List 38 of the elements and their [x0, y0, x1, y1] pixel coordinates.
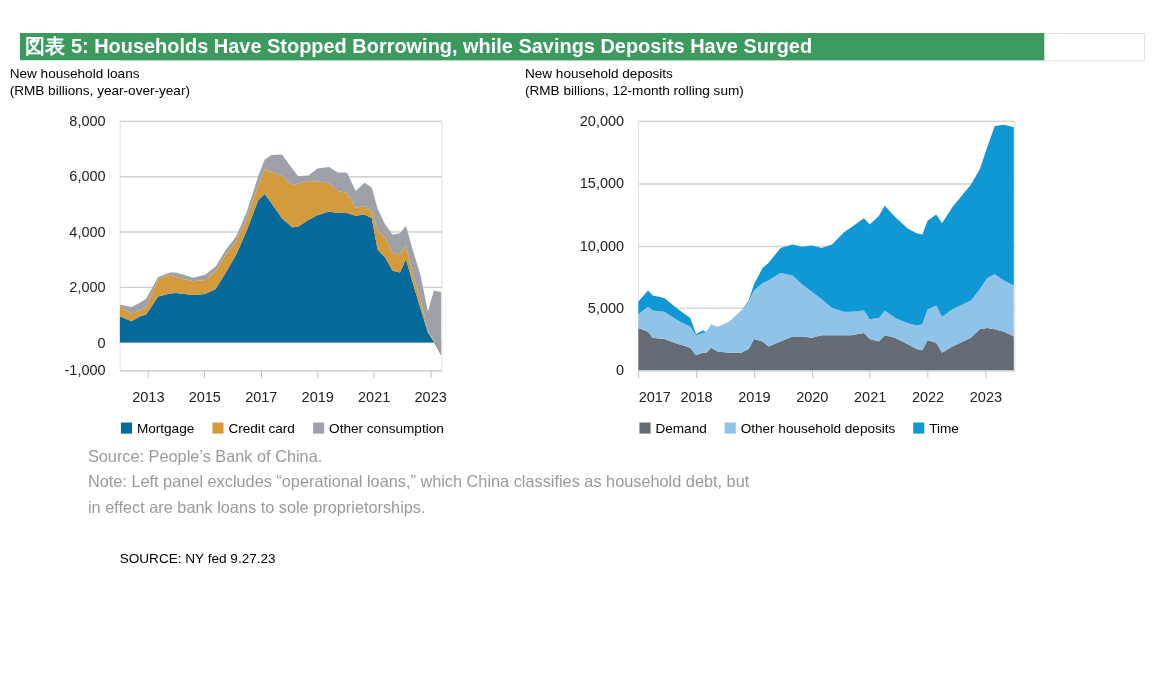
source-note: SOURCE: NY fed 9.27.23: [119, 551, 276, 567]
y-tick-label: 5,000: [587, 299, 625, 316]
x-tick-label: 2018: [680, 389, 713, 406]
y-tick-label: -1,000: [64, 362, 106, 379]
x-tick-label: 2022: [911, 389, 945, 406]
x-tick-label: 2017: [638, 389, 671, 406]
x-tick-label: 2023: [414, 389, 447, 406]
y-tick-label: 2,000: [69, 279, 106, 296]
y-tick-label: 15,000: [579, 175, 625, 192]
y-tick-label: 20,000: [579, 112, 625, 129]
x-tick-label: 2019: [738, 389, 771, 406]
legend-label: Demand: [655, 420, 707, 436]
x-tick-label: 2013: [132, 389, 165, 406]
text: Note: Left panel excludes “operational loans,” which China classifies as household debt, but in effect are bank loans to sole proprietorships.: [87, 472, 750, 516]
legend-label: Time: [929, 420, 959, 436]
x-tick-label: 2017: [245, 389, 278, 406]
y-tick-label: 6,000: [69, 168, 106, 185]
chart-title: New household deposits: [524, 66, 674, 82]
chart-subtitle: (RMB billions, 12-month rolling sum): [524, 82, 744, 98]
x-tick-label: 2021: [854, 389, 887, 406]
x-tick-label: 2023: [969, 389, 1003, 406]
source-note: Source: People’s Bank of China.: [87, 446, 323, 465]
y-tick-label: 8,000: [69, 112, 106, 129]
legend-label: Mortgage: [136, 420, 195, 436]
legend-label: Other household deposits: [740, 420, 896, 436]
y-tick-label: 0: [97, 334, 106, 351]
y-tick-label: 0: [616, 362, 625, 379]
x-tick-label: 2015: [188, 389, 221, 406]
legend-label: Other consumption: [329, 420, 444, 436]
x-tick-label: 2021: [358, 389, 391, 406]
chart-subtitle: (RMB billions, year-over-year): [9, 82, 190, 98]
chart-title: New household loans: [9, 66, 140, 82]
x-tick-label: 2020: [796, 389, 829, 406]
x-tick-label: 2019: [301, 389, 334, 406]
legend-label: Credit card: [228, 420, 295, 436]
y-tick-label: 10,000: [579, 237, 625, 254]
text: 図表 5: Households Have Stopped Borrowing, while Savings Deposits Have Surged: [25, 34, 813, 57]
y-tick-label: 4,000: [69, 223, 106, 240]
